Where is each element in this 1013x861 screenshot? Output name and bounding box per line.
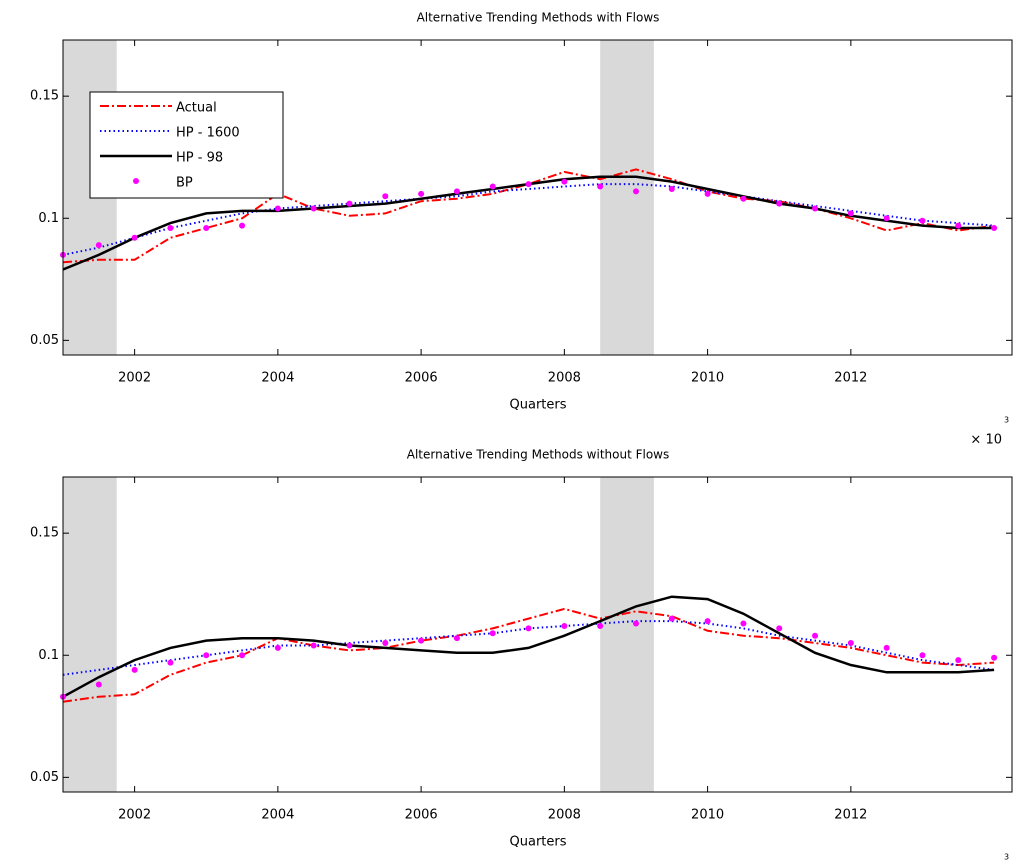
legend-box [89, 91, 284, 199]
bp-point [453, 635, 460, 642]
x-tick-label: 2002 [118, 808, 151, 823]
bp-point [489, 183, 496, 190]
bp-point [704, 190, 711, 197]
x-exponent-power: 3 [1004, 416, 1009, 425]
legend-swatch [133, 178, 139, 184]
bp-point [95, 681, 102, 688]
bp-point [346, 200, 353, 207]
bp-point [776, 200, 783, 207]
bp-point [525, 181, 532, 188]
bp-point [239, 652, 246, 659]
x-exponent-power: 3 [1004, 853, 1009, 861]
bp-point [847, 210, 854, 217]
legend-label: HP - 1600 [176, 126, 240, 141]
bp-point [167, 659, 174, 666]
bp-point [489, 630, 496, 637]
x-tick-label: 2012 [834, 371, 867, 386]
bp-point [310, 205, 317, 212]
y-tick-label: 0.05 [30, 333, 59, 348]
bp-point [95, 242, 102, 249]
bp-point [632, 188, 639, 195]
legend-label: Actual [176, 101, 217, 116]
x-tick-label: 2010 [691, 808, 724, 823]
series-line [62, 183, 995, 256]
chart-title: Alternative Trending Methods with Flows [417, 11, 660, 25]
bp-point [561, 622, 568, 629]
bp-point [883, 215, 890, 222]
bp-point [418, 637, 425, 644]
bp-point [561, 178, 568, 185]
bp-point [239, 222, 246, 229]
bp-point [418, 190, 425, 197]
x-tick-label: 2006 [405, 371, 438, 386]
bp-point [991, 225, 998, 232]
x-tick-label: 2012 [834, 808, 867, 823]
x-tick-label: 2006 [405, 808, 438, 823]
bp-point [382, 193, 389, 200]
y-tick-label: 0.15 [30, 89, 59, 104]
bp-point [668, 615, 675, 622]
x-tick-label: 2002 [118, 371, 151, 386]
bp-point [131, 666, 138, 673]
bp-point [203, 225, 210, 232]
bp-point [812, 632, 819, 639]
x-tick-label: 2004 [261, 808, 294, 823]
bp-point [525, 625, 532, 632]
bp-point [919, 217, 926, 224]
bp-point [597, 622, 604, 629]
y-tick-label: 0.1 [38, 211, 59, 226]
bp-point [203, 652, 210, 659]
bp-point [131, 234, 138, 241]
bp-point [991, 654, 998, 661]
plot-frame [62, 39, 1013, 356]
x-exponent-base: × 10 [970, 433, 1002, 448]
y-tick-label: 0.15 [30, 526, 59, 541]
bp-point [883, 644, 890, 651]
x-axis-label: Quarters [510, 835, 567, 850]
bp-point [776, 625, 783, 632]
x-tick-label: 2004 [261, 371, 294, 386]
bp-point [704, 618, 711, 625]
x-tick-label: 2008 [548, 808, 581, 823]
bp-point [382, 640, 389, 647]
bp-point [955, 657, 962, 664]
legend-label: HP - 98 [176, 151, 223, 166]
bp-point [847, 640, 854, 647]
bp-point [310, 642, 317, 649]
y-tick-label: 0.05 [30, 770, 59, 785]
x-tick-label: 2008 [548, 371, 581, 386]
bp-point [740, 195, 747, 202]
shaded-region [600, 477, 654, 792]
bp-point [167, 225, 174, 232]
bp-point [668, 185, 675, 192]
bp-point [274, 644, 281, 651]
bp-point [812, 205, 819, 212]
shaded-region [63, 477, 117, 792]
bp-point [632, 620, 639, 627]
y-tick-label: 0.1 [38, 648, 59, 663]
plot-frame [62, 476, 1013, 793]
bp-point [453, 188, 460, 195]
chart-title: Alternative Trending Methods without Flo… [407, 448, 670, 462]
series-line [62, 595, 995, 698]
bp-point [346, 642, 353, 649]
shaded-region [600, 40, 654, 355]
x-axis-label: Quarters [510, 398, 567, 413]
legend-label: BP [176, 176, 193, 191]
bp-point [955, 222, 962, 229]
series-line [62, 607, 995, 703]
x-tick-label: 2010 [691, 371, 724, 386]
bp-point [919, 652, 926, 659]
bp-point [597, 183, 604, 190]
bp-point [274, 205, 281, 212]
bp-point [740, 620, 747, 627]
plot-area [63, 477, 1012, 792]
